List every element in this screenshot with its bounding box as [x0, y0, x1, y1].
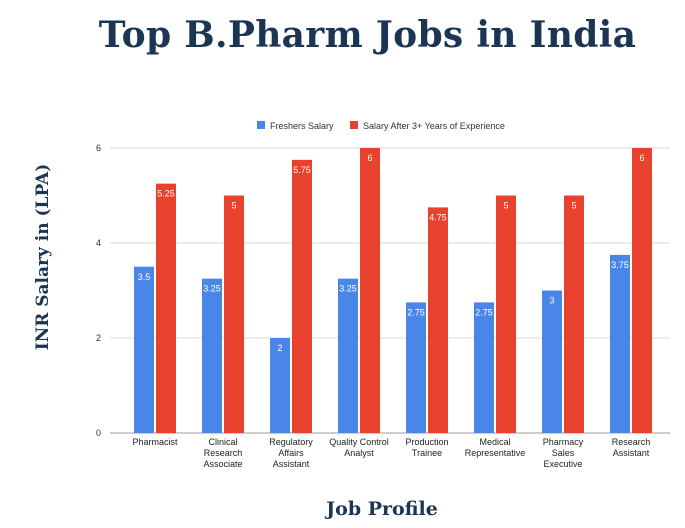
- x-category-label: Executive: [543, 459, 582, 469]
- bar-value-label: 5.75: [293, 165, 311, 175]
- chart-legend: Freshers Salary Salary After 3+ Years of…: [257, 121, 505, 131]
- x-category-label: Affairs: [278, 448, 304, 458]
- x-category-label: Representative: [465, 448, 526, 458]
- x-category-label: Trainee: [412, 448, 442, 458]
- bar-value-label: 2.75: [407, 307, 425, 317]
- x-category-label: Assistant: [273, 459, 310, 469]
- bar-freshers: [338, 278, 358, 433]
- bar-experienced: [632, 148, 652, 433]
- legend-swatch-experienced: [350, 121, 358, 129]
- bar-freshers: [542, 290, 562, 433]
- bar-value-label: 3.25: [203, 284, 221, 294]
- bar-experienced: [360, 148, 380, 433]
- y-tick-label: 6: [96, 143, 101, 153]
- y-axis-ticks: 0 2 4 6: [96, 143, 101, 438]
- x-category-label: Production: [405, 437, 448, 447]
- bar-value-label: 3: [549, 296, 554, 306]
- x-category-label: Pharmacy: [543, 437, 584, 447]
- x-axis-label: Job Profile: [326, 498, 438, 520]
- bar-freshers: [474, 302, 494, 433]
- x-category-label: Pharmacist: [132, 437, 178, 447]
- legend-swatch-freshers: [257, 121, 265, 129]
- bar-freshers: [270, 338, 290, 433]
- x-axis-categories: Pharmacist ClinicalResearchAssociateRegul…: [132, 437, 650, 469]
- bar-value-label: 6: [639, 153, 644, 163]
- page-title: Top B.Pharm Jobs in India: [98, 14, 637, 56]
- bar-value-label: 3.5: [138, 272, 151, 282]
- bar-experienced: [156, 183, 176, 433]
- bar-value-label: 3.75: [611, 260, 629, 270]
- x-category-label: Research: [204, 448, 243, 458]
- x-category-label: Assistant: [613, 448, 650, 458]
- bar-experienced: [496, 195, 516, 433]
- bar-freshers: [406, 302, 426, 433]
- bar-freshers: [202, 278, 222, 433]
- x-category-label: Regulatory: [269, 437, 313, 447]
- bar-value-label: 5: [571, 201, 576, 211]
- x-category-label: Medical: [479, 437, 510, 447]
- bars: [134, 148, 652, 433]
- bar-freshers: [134, 266, 154, 433]
- x-category-label: Research: [612, 437, 651, 447]
- bar-value-label: 5: [503, 201, 508, 211]
- y-tick-label: 4: [96, 238, 101, 248]
- bar-experienced: [292, 159, 312, 433]
- bar-experienced: [224, 195, 244, 433]
- x-category-label: Associate: [203, 459, 242, 469]
- bar-value-label: 2: [277, 343, 282, 353]
- gridlines: [110, 147, 670, 434]
- bar-value-label: 4.75: [429, 212, 447, 222]
- x-category-label: Sales: [552, 448, 575, 458]
- y-tick-label: 0: [96, 428, 101, 438]
- bar-value-label: 5: [231, 201, 236, 211]
- bar-experienced: [564, 195, 584, 433]
- x-category-label: Clinical: [208, 437, 237, 447]
- bar-experienced: [428, 207, 448, 433]
- x-category-label: Quality Control: [329, 437, 389, 447]
- bar-value-label: 5.25: [157, 189, 175, 199]
- x-category-label: Analyst: [344, 448, 374, 458]
- value-labels: 3.5 5.25 3.25 5 2 5.75 3.25 6 2.75 4.75 2.75 5 3 5 3.7…: [138, 153, 645, 353]
- bar-freshers: [610, 254, 630, 433]
- bar-value-label: 3.25: [339, 284, 357, 294]
- bar-value-label: 6: [367, 153, 372, 163]
- legend-label-experienced: Salary After 3+ Years of Experience: [363, 121, 505, 131]
- y-tick-label: 2: [96, 333, 101, 343]
- legend-label-freshers: Freshers Salary: [270, 121, 334, 131]
- bar-value-label: 2.75: [475, 307, 493, 317]
